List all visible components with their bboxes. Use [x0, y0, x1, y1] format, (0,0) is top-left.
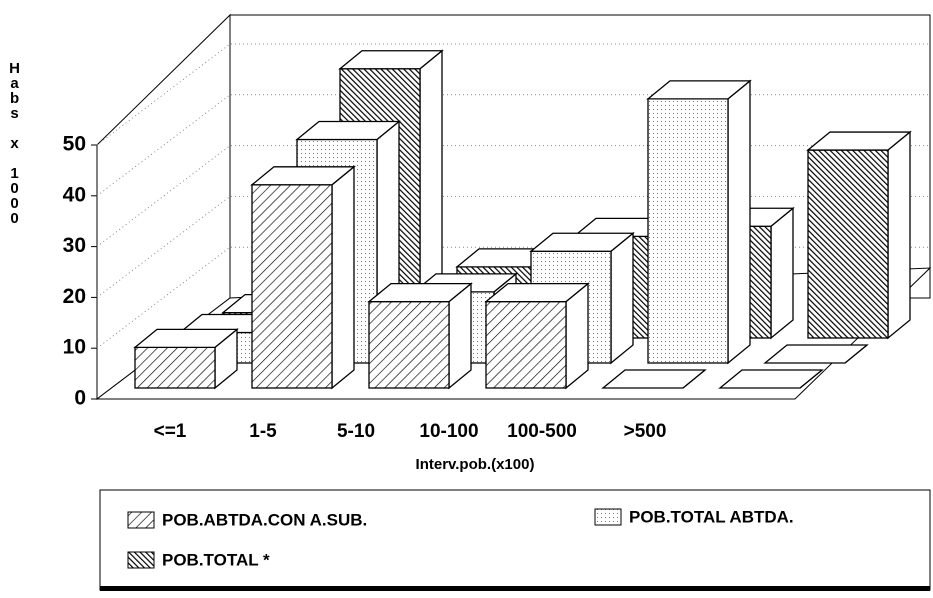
x-tick-label: >500 — [624, 421, 667, 442]
bar — [646, 79, 752, 365]
bar-side — [770, 206, 794, 340]
y-tick-label: 40 — [63, 183, 86, 206]
bar-side — [331, 165, 355, 390]
bar — [133, 327, 239, 390]
x-tick-label: 100-500 — [507, 421, 577, 442]
bar — [484, 282, 590, 390]
bar-side — [727, 79, 751, 365]
bar-top — [718, 369, 824, 389]
legend-label: POB.TOTAL ABTDA. — [629, 507, 794, 526]
x-tick-label: 10-100 — [419, 421, 478, 442]
bar-front — [807, 149, 889, 339]
bar-front — [368, 300, 450, 389]
x-tick-label: <=1 — [154, 421, 187, 442]
bar-top — [646, 80, 752, 100]
bar — [367, 282, 473, 390]
y-tick-label: 20 — [63, 285, 86, 308]
bar — [806, 130, 912, 340]
legend-box — [99, 489, 931, 591]
bar-top — [367, 282, 473, 303]
bar-top — [529, 232, 635, 252]
legend-swatch — [594, 508, 622, 526]
y-tick-label: 0 — [74, 387, 86, 410]
legend: POB.ABTDA.CON A.SUB. POB.TOTAL ABTDA. POB.… — [99, 489, 931, 591]
bar-side — [887, 130, 911, 340]
bar-side — [610, 231, 634, 365]
bar-top — [601, 369, 707, 389]
bar-front — [134, 346, 216, 389]
bar-top — [763, 344, 869, 364]
y-axis-label: Habs x 1000 — [6, 60, 23, 225]
bar-front — [251, 184, 333, 389]
bar-top — [133, 328, 239, 349]
legend-shadow — [100, 586, 930, 591]
bar-top — [338, 50, 444, 70]
bar-front — [485, 300, 567, 389]
bar — [763, 344, 869, 364]
bar-top — [295, 120, 401, 141]
bar — [250, 165, 356, 390]
x-tick-label: 1-5 — [249, 421, 277, 442]
bar — [718, 369, 824, 389]
x-tick-label: 5-10 — [337, 421, 375, 442]
legend-label: POB.TOTAL * — [162, 550, 270, 569]
bar — [601, 369, 707, 389]
bar-front — [647, 98, 729, 364]
legend-swatch — [127, 511, 155, 529]
legend-swatch — [127, 551, 155, 569]
y-tick-label: 30 — [63, 234, 86, 257]
x-axis-label: Interv.pob.(x100) — [416, 456, 535, 473]
y-tick-label: 50 — [63, 133, 86, 156]
bar-top — [806, 131, 912, 151]
y-tick-label: 10 — [63, 336, 86, 359]
legend-label: POB.ABTDA.CON A.SUB. — [162, 510, 367, 529]
bar-top — [484, 282, 590, 303]
bar-top — [250, 166, 356, 186]
